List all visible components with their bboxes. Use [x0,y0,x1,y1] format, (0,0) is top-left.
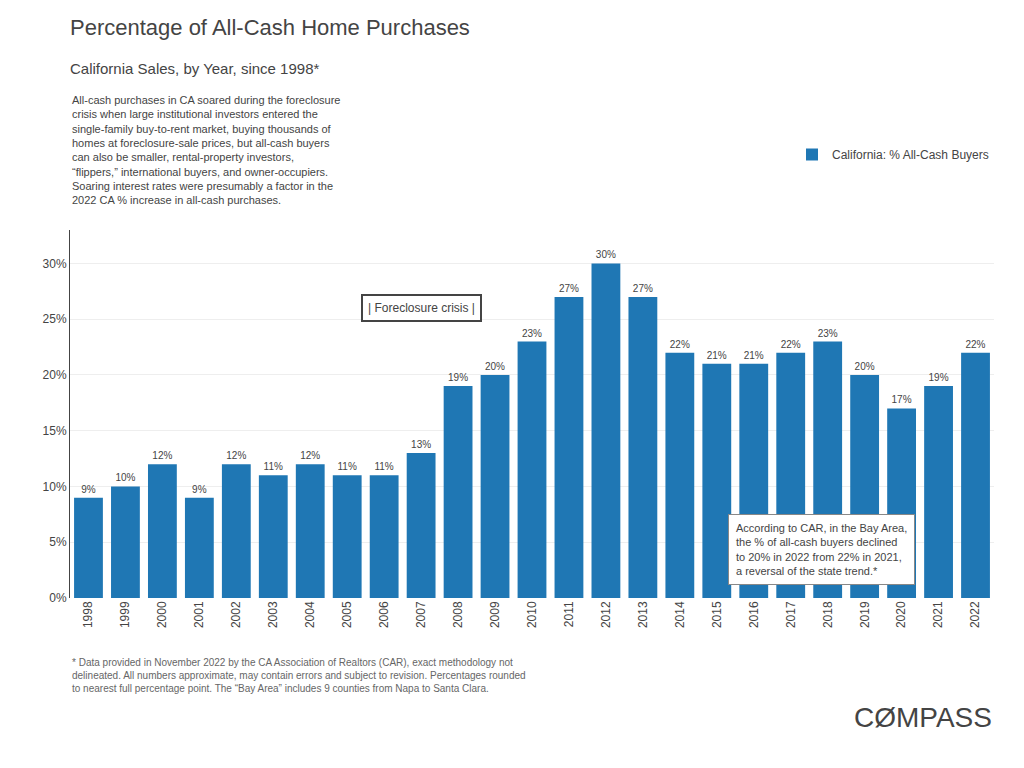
svg-text:California Sales, by Year, sin: California Sales, by Year, since 1998* [70,60,319,77]
svg-text:2010: 2010 [525,601,539,628]
svg-text:2009: 2009 [488,601,502,628]
svg-text:22%: 22% [670,339,690,350]
svg-text:17%: 17% [892,394,912,405]
svg-text:2011: 2011 [562,601,576,627]
svg-text:2008: 2008 [451,601,465,628]
svg-text:2001: 2001 [192,601,206,628]
svg-text:13%: 13% [411,439,431,450]
svg-text:2012: 2012 [599,601,613,628]
svg-text:2019: 2019 [858,601,872,628]
svg-text:21%: 21% [707,350,727,361]
svg-text:11%: 11% [264,461,283,472]
svg-text:20%: 20% [485,361,505,372]
svg-text:2000: 2000 [155,601,169,628]
svg-text:2021: 2021 [931,601,945,628]
svg-text:9%: 9% [81,484,96,495]
svg-text:2015: 2015 [710,601,724,628]
svg-text:1999: 1999 [118,601,132,628]
svg-text:California: % All-Cash Buyers: California: % All-Cash Buyers [832,148,989,162]
svg-text:12%: 12% [152,450,172,461]
svg-text:27%: 27% [633,283,653,294]
svg-text:2022: 2022 [968,601,982,628]
svg-text:25%: 25% [43,312,67,326]
svg-text:Percentage of All-Cash Home Pu: Percentage of All-Cash Home Purchases [70,15,470,40]
svg-text:10%: 10% [115,472,135,483]
svg-text:CØMPASS: CØMPASS [854,702,992,733]
svg-text:30%: 30% [596,249,616,260]
svg-text:All-cash purchases in CA soare: All-cash purchases in CA soared during t… [72,94,340,206]
svg-text:20%: 20% [43,368,67,382]
svg-text:1998: 1998 [81,601,95,628]
svg-text:21%: 21% [744,350,764,361]
svg-text:2003: 2003 [266,601,280,628]
svg-text:22%: 22% [965,339,985,350]
svg-text:12%: 12% [226,450,246,461]
svg-text:23%: 23% [818,328,838,339]
svg-text:11%: 11% [338,461,357,472]
svg-text:23%: 23% [522,328,542,339]
svg-text:According to CAR, in the Bay A: According to CAR, in the Bay Area,the % … [736,522,907,577]
svg-text:20%: 20% [855,361,875,372]
svg-text:* Data provided in November 20: * Data provided in November 2022 by the … [72,657,526,694]
svg-text:15%: 15% [43,424,67,438]
svg-text:27%: 27% [559,283,579,294]
svg-text:12%: 12% [300,450,320,461]
svg-text:19%: 19% [928,372,948,383]
svg-text:2018: 2018 [821,601,835,628]
svg-text:22%: 22% [781,339,801,350]
svg-text:2004: 2004 [303,601,317,628]
svg-text:30%: 30% [43,257,67,271]
svg-text:11%: 11% [374,461,393,472]
svg-text:| Foreclosure crisis |: | Foreclosure crisis | [368,301,475,315]
svg-text:2013: 2013 [636,601,650,628]
svg-text:2005: 2005 [340,601,354,628]
svg-text:2016: 2016 [747,601,761,628]
svg-text:2006: 2006 [377,601,391,628]
svg-text:2014: 2014 [673,601,687,628]
svg-text:5%: 5% [49,535,67,549]
svg-text:2020: 2020 [895,601,909,628]
svg-text:19%: 19% [448,372,468,383]
svg-text:2007: 2007 [414,601,428,628]
svg-text:2017: 2017 [784,601,798,628]
svg-text:10%: 10% [43,480,67,494]
svg-text:9%: 9% [192,484,207,495]
svg-text:2002: 2002 [229,601,243,628]
svg-text:0%: 0% [49,591,67,605]
